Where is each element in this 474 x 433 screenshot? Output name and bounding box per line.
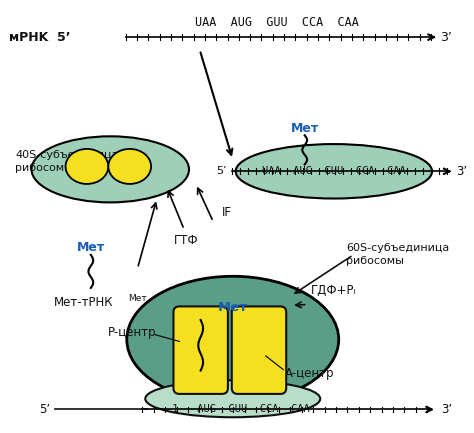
Text: мPHK  5’: мPHK 5’: [9, 31, 71, 44]
Text: Мет-тРНК: Мет-тРНК: [54, 296, 113, 309]
Text: ГТФ: ГТФ: [174, 233, 199, 246]
FancyBboxPatch shape: [173, 307, 228, 394]
Text: A-центр: A-центр: [285, 367, 335, 380]
Text: P-центр: P-центр: [109, 326, 157, 339]
Text: 5’: 5’: [39, 403, 50, 416]
Text: Мет: Мет: [218, 301, 248, 314]
Text: 60S-субъединица
рибосомы: 60S-субъединица рибосомы: [346, 243, 450, 266]
Text: 3’: 3’: [440, 31, 452, 44]
Text: 3’: 3’: [441, 403, 452, 416]
Text: IF: IF: [222, 206, 232, 219]
Ellipse shape: [127, 276, 339, 403]
Ellipse shape: [145, 380, 320, 417]
FancyBboxPatch shape: [232, 307, 286, 394]
Text: Мет: Мет: [291, 122, 319, 135]
Ellipse shape: [109, 149, 151, 184]
Text: 40S-субъединица
рибосомы: 40S-субъединица рибосомы: [15, 150, 118, 173]
Text: UAA  AUG  GUU  CCA  CAA: UAA AUG GUU CCA CAA: [194, 16, 358, 29]
Text: Мет: Мет: [128, 294, 146, 303]
Ellipse shape: [65, 149, 109, 184]
Text: Мет: Мет: [77, 241, 105, 254]
Text: IF: IF: [310, 300, 320, 313]
Text: 3’: 3’: [456, 165, 467, 178]
Ellipse shape: [32, 136, 189, 202]
Ellipse shape: [236, 144, 432, 198]
Text: 5’: 5’: [217, 166, 227, 176]
Text: ГДФ+Pᵢ: ГДФ+Pᵢ: [310, 284, 356, 297]
Text: UAA  AUG  GUU  CCA  CAA: UAA AUG GUU CCA CAA: [262, 166, 406, 176]
Text: -1   AUG  GUU  CCA  CAA: -1 AUG GUU CCA CAA: [166, 404, 310, 414]
